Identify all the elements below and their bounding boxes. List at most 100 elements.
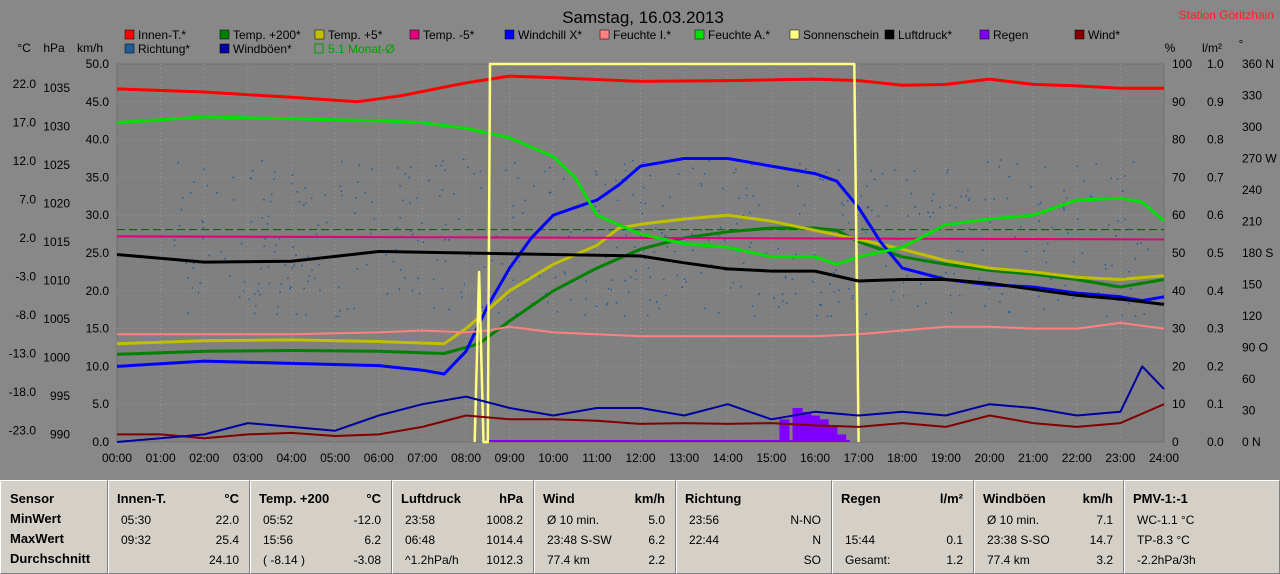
direction-dot	[483, 266, 486, 268]
direction-dot	[939, 206, 941, 209]
tick-label-kmh: 45.0	[86, 95, 110, 109]
series-line	[473, 62, 860, 444]
direction-dot	[1111, 264, 1113, 267]
direction-dot	[903, 295, 905, 297]
tick-label-rain: 0.8	[1207, 133, 1224, 147]
direction-dot	[511, 250, 513, 252]
direction-dot	[546, 301, 549, 304]
stats-cell-value: SO	[803, 553, 821, 567]
direction-dot	[623, 163, 626, 166]
legend-label: 5.1 Monat-Ø	[328, 42, 395, 56]
direction-dot	[442, 160, 444, 162]
direction-dot	[918, 213, 921, 215]
direction-dot	[371, 201, 373, 203]
unit-label-percent: %	[1165, 41, 1176, 55]
direction-dot	[512, 216, 514, 219]
tick-label-celsius: -13.0	[9, 347, 37, 361]
direction-dot	[409, 202, 411, 204]
direction-dot	[829, 283, 831, 285]
stats-column-title: Windböen	[983, 491, 1046, 506]
stats-cell-time: 23:58	[405, 513, 436, 527]
tick-label-direction: 30	[1242, 404, 1256, 418]
direction-dot	[595, 174, 598, 176]
rain-bar	[818, 419, 829, 442]
tick-label-direction: 240	[1242, 183, 1262, 197]
direction-dot	[341, 194, 343, 197]
direction-dot	[317, 224, 320, 226]
direction-dot	[444, 239, 446, 241]
direction-dot	[311, 269, 313, 271]
direction-dot	[989, 221, 991, 223]
tick-label-time: 12:00	[625, 451, 655, 465]
direction-dot	[582, 230, 585, 233]
legend-swatch	[409, 29, 420, 40]
direction-dot	[448, 239, 450, 241]
tick-label-hpa: 1020	[43, 197, 70, 211]
legend-label: Temp. +5*	[328, 28, 383, 42]
direction-dot	[585, 229, 587, 231]
direction-dot	[417, 277, 419, 280]
stats-row-label: MinWert	[10, 511, 62, 526]
direction-dot	[811, 280, 814, 283]
direction-dot	[605, 256, 607, 259]
direction-dot	[392, 260, 395, 263]
direction-dot	[644, 202, 647, 205]
direction-dot	[261, 217, 264, 219]
tick-label-direction: 270 W	[1242, 152, 1277, 166]
direction-dot	[773, 297, 775, 299]
direction-dot	[1090, 195, 1092, 198]
direction-dot	[1076, 165, 1078, 167]
direction-dot	[1121, 190, 1124, 192]
direction-dot	[999, 301, 1001, 303]
direction-dot	[656, 301, 658, 303]
direction-dot	[364, 191, 366, 194]
direction-dot	[253, 293, 256, 295]
direction-dot	[444, 260, 447, 262]
direction-dot	[355, 197, 357, 199]
stats-column-unit: hPa	[499, 491, 523, 506]
tick-label-hpa: 1005	[43, 312, 70, 326]
tick-label-rain: 0.4	[1207, 284, 1224, 298]
direction-dot	[460, 291, 462, 293]
direction-dot	[314, 277, 316, 280]
direction-dot	[337, 315, 340, 317]
direction-dot	[701, 229, 703, 232]
series-line	[116, 213, 1165, 346]
tick-label-percent: 80	[1172, 133, 1186, 147]
direction-dot	[295, 254, 297, 256]
direction-dot	[950, 312, 953, 314]
direction-dot	[758, 204, 760, 206]
tick-label-celsius: -8.0	[15, 308, 36, 322]
tick-label-percent: 20	[1172, 359, 1186, 373]
direction-dot	[356, 268, 359, 270]
tick-label-time: 11:00	[582, 451, 611, 465]
direction-dot	[182, 196, 184, 199]
direction-dot	[700, 183, 702, 185]
direction-dot	[266, 223, 269, 225]
direction-dot	[949, 204, 951, 206]
legend-label: Feuchte I.*	[613, 28, 671, 42]
tick-label-percent: 60	[1172, 208, 1186, 222]
stats-column: Wind km/h Ø 10 min. 5.0 23:48 S-SW 6.2 77.4 km…	[534, 480, 676, 574]
direction-dot	[664, 234, 666, 237]
direction-dot	[732, 282, 735, 284]
direction-dot	[1143, 313, 1145, 315]
series-line	[117, 403, 1165, 440]
tick-label-percent: 30	[1172, 322, 1186, 336]
direction-dot	[914, 206, 917, 208]
direction-dot	[315, 233, 318, 236]
stats-cell-value: 5.0	[648, 513, 665, 527]
direction-dot	[820, 304, 822, 306]
direction-dot	[984, 305, 986, 307]
tick-label-rain: 0.1	[1207, 397, 1224, 411]
direction-dot	[563, 178, 565, 180]
legend-swatch	[694, 29, 705, 40]
direction-dot	[1124, 276, 1126, 279]
direction-dot	[273, 178, 275, 180]
direction-dot	[1104, 264, 1107, 266]
stats-column: Regen l/m² 15:44 0.1 Gesamt: 1.2	[832, 480, 974, 574]
direction-dot	[202, 227, 205, 229]
direction-dot	[751, 305, 754, 307]
direction-dot	[1038, 220, 1040, 222]
direction-dot	[676, 274, 678, 277]
